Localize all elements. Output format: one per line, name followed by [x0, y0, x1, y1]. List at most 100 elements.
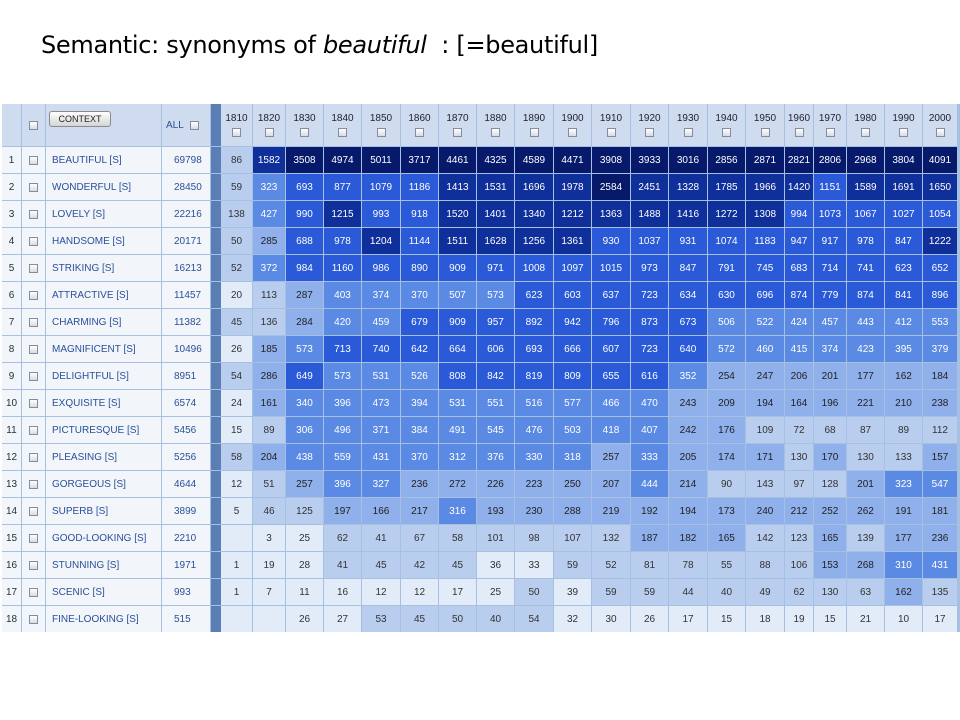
frequency-cell[interactable]: 50: [439, 606, 476, 632]
frequency-cell[interactable]: 15: [708, 606, 745, 632]
frequency-cell[interactable]: 89: [885, 417, 922, 443]
frequency-cell[interactable]: 522: [746, 309, 784, 335]
frequency-cell[interactable]: 352: [669, 363, 707, 389]
frequency-cell[interactable]: 177: [885, 525, 922, 551]
all-count[interactable]: 20171: [162, 228, 210, 254]
frequency-cell[interactable]: 4325: [477, 147, 514, 173]
frequency-cell[interactable]: 45: [439, 552, 476, 578]
frequency-cell[interactable]: 994: [785, 201, 813, 227]
frequency-cell[interactable]: 1067: [847, 201, 884, 227]
frequency-cell[interactable]: 3933: [631, 147, 668, 173]
frequency-cell[interactable]: 457: [814, 309, 846, 335]
frequency-cell[interactable]: 4461: [439, 147, 476, 173]
decade-checkbox-1820[interactable]: [264, 128, 274, 137]
frequency-cell[interactable]: 873: [631, 309, 668, 335]
frequency-cell[interactable]: 138: [221, 201, 252, 227]
frequency-cell[interactable]: 572: [708, 336, 745, 362]
frequency-cell[interactable]: 918: [401, 201, 438, 227]
frequency-cell[interactable]: 438: [286, 444, 323, 470]
frequency-cell[interactable]: 443: [847, 309, 884, 335]
frequency-cell[interactable]: 713: [324, 336, 361, 362]
frequency-cell[interactable]: 50: [515, 579, 553, 605]
word-link[interactable]: HANDSOME [S]: [46, 228, 161, 254]
frequency-cell[interactable]: 130: [814, 579, 846, 605]
frequency-cell[interactable]: 132: [592, 525, 630, 551]
frequency-cell[interactable]: 247: [746, 363, 784, 389]
frequency-cell[interactable]: 427: [253, 201, 285, 227]
frequency-cell[interactable]: 221: [847, 390, 884, 416]
frequency-cell[interactable]: 1008: [515, 255, 553, 281]
frequency-cell[interactable]: 112: [923, 417, 957, 443]
decade-checkbox-1860[interactable]: [415, 128, 424, 137]
frequency-cell[interactable]: 1222: [923, 228, 957, 254]
frequency-cell[interactable]: 444: [631, 471, 668, 497]
frequency-cell[interactable]: 791: [708, 255, 745, 281]
frequency-cell[interactable]: 136: [253, 309, 285, 335]
frequency-cell[interactable]: 242: [669, 417, 707, 443]
frequency-cell[interactable]: 688: [286, 228, 323, 254]
word-link[interactable]: GORGEOUS [S]: [46, 471, 161, 497]
frequency-cell[interactable]: 1037: [631, 228, 668, 254]
word-link[interactable]: STUNNING [S]: [46, 552, 161, 578]
word-link[interactable]: DELIGHTFUL [S]: [46, 363, 161, 389]
frequency-cell[interactable]: 191: [885, 498, 922, 524]
frequency-cell[interactable]: 847: [885, 228, 922, 254]
frequency-cell[interactable]: 394: [401, 390, 438, 416]
frequency-cell[interactable]: 2584: [592, 174, 630, 200]
frequency-cell[interactable]: 62: [324, 525, 361, 551]
row-checkbox[interactable]: [29, 290, 38, 300]
frequency-cell[interactable]: 45: [401, 606, 438, 632]
row-checkbox[interactable]: [29, 155, 38, 165]
frequency-cell[interactable]: 42: [401, 552, 438, 578]
select-all-checkbox[interactable]: [29, 120, 38, 130]
frequency-cell[interactable]: 431: [923, 552, 957, 578]
decade-checkbox-1940[interactable]: [722, 128, 731, 137]
all-count[interactable]: 2210: [162, 525, 210, 551]
frequency-cell[interactable]: 165: [708, 525, 745, 551]
decade-checkbox-1970[interactable]: [825, 128, 835, 137]
word-link[interactable]: BEAUTIFUL [S]: [46, 147, 161, 173]
frequency-cell[interactable]: 25: [477, 579, 514, 605]
frequency-cell[interactable]: 1420: [785, 174, 813, 200]
frequency-cell[interactable]: 33: [515, 552, 553, 578]
frequency-cell[interactable]: 917: [814, 228, 846, 254]
frequency-cell[interactable]: 171: [746, 444, 784, 470]
frequency-cell[interactable]: 89: [253, 417, 285, 443]
frequency-cell[interactable]: 254: [708, 363, 745, 389]
frequency-cell[interactable]: 993: [362, 201, 400, 227]
frequency-cell[interactable]: 17: [669, 606, 707, 632]
row-checkbox[interactable]: [29, 506, 38, 516]
frequency-cell[interactable]: 310: [885, 552, 922, 578]
frequency-cell[interactable]: 196: [814, 390, 846, 416]
frequency-cell[interactable]: 931: [669, 228, 707, 254]
frequency-cell[interactable]: 506: [708, 309, 745, 335]
frequency-cell[interactable]: 17: [923, 606, 957, 632]
frequency-cell[interactable]: 1511: [439, 228, 476, 254]
frequency-cell[interactable]: 507: [439, 282, 476, 308]
frequency-cell[interactable]: 1: [221, 552, 252, 578]
frequency-cell[interactable]: 78: [669, 552, 707, 578]
frequency-cell[interactable]: 201: [814, 363, 846, 389]
frequency-cell[interactable]: 637: [592, 282, 630, 308]
frequency-cell[interactable]: 466: [592, 390, 630, 416]
frequency-cell[interactable]: 4974: [324, 147, 361, 173]
frequency-cell[interactable]: 21: [847, 606, 884, 632]
frequency-cell[interactable]: 12: [362, 579, 400, 605]
frequency-cell[interactable]: 841: [885, 282, 922, 308]
frequency-cell[interactable]: 384: [401, 417, 438, 443]
frequency-cell[interactable]: 214: [669, 471, 707, 497]
frequency-cell[interactable]: 714: [814, 255, 846, 281]
frequency-cell[interactable]: 1212: [554, 201, 591, 227]
frequency-cell[interactable]: 40: [708, 579, 745, 605]
frequency-cell[interactable]: 3804: [885, 147, 922, 173]
word-link[interactable]: GOOD-LOOKING [S]: [46, 525, 161, 551]
frequency-cell[interactable]: 236: [923, 525, 957, 551]
frequency-cell[interactable]: 655: [592, 363, 630, 389]
frequency-cell[interactable]: 412: [885, 309, 922, 335]
frequency-cell[interactable]: 7: [253, 579, 285, 605]
frequency-cell[interactable]: 842: [477, 363, 514, 389]
frequency-cell[interactable]: 15: [221, 417, 252, 443]
frequency-cell[interactable]: 161: [253, 390, 285, 416]
frequency-cell[interactable]: 1204: [362, 228, 400, 254]
word-link[interactable]: LOVELY [S]: [46, 201, 161, 227]
